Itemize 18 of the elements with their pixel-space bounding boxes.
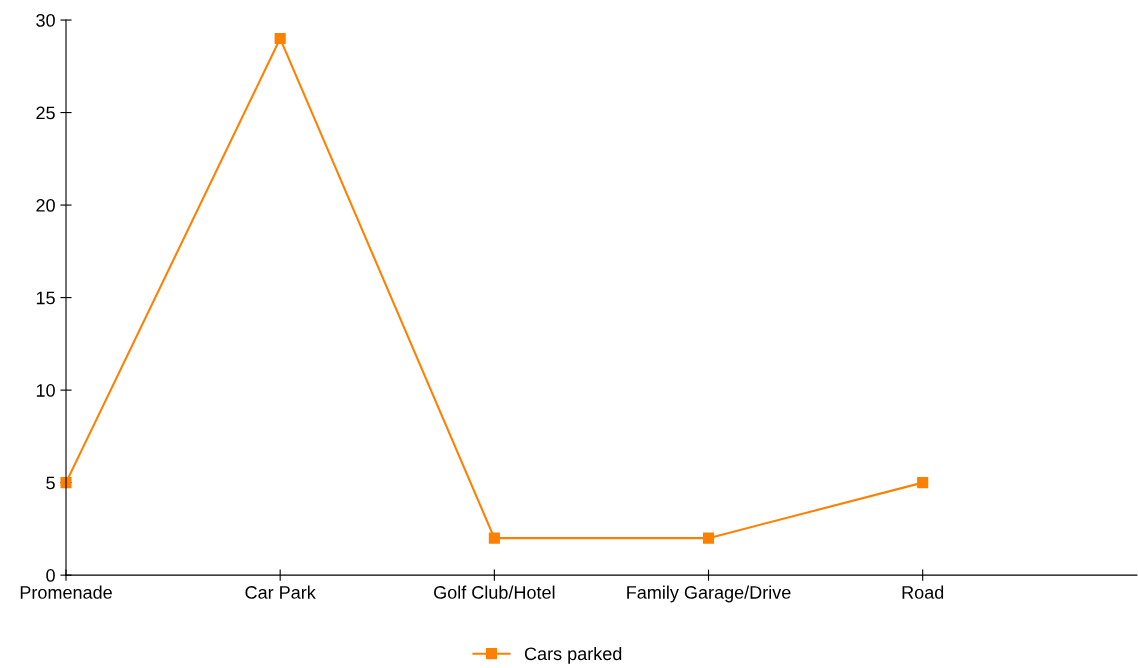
y-tick-label: 20: [36, 199, 55, 212]
y-tick-label: 30: [36, 13, 55, 27]
point: [917, 477, 929, 489]
y-tick-label: 0: [46, 569, 55, 582]
y-tick-label: 5: [46, 476, 55, 490]
y-tick-label: 25: [36, 106, 55, 120]
point: [60, 477, 72, 489]
y-tick-label: 10: [36, 384, 55, 397]
point: [274, 32, 286, 45]
x-tick-label: Family Garage/Drive: [627, 585, 791, 603]
x-tick-label: Road: [902, 585, 944, 599]
legend-label: Cars parked: [524, 646, 622, 664]
point: [702, 532, 715, 544]
y-tick-label: 15: [36, 291, 55, 305]
point: [488, 532, 500, 544]
x-tick-label: Golf Club/Hotel: [434, 585, 555, 599]
x-tick-label: Car Park: [245, 585, 316, 599]
x-tick-label: Promenade: [20, 585, 112, 599]
